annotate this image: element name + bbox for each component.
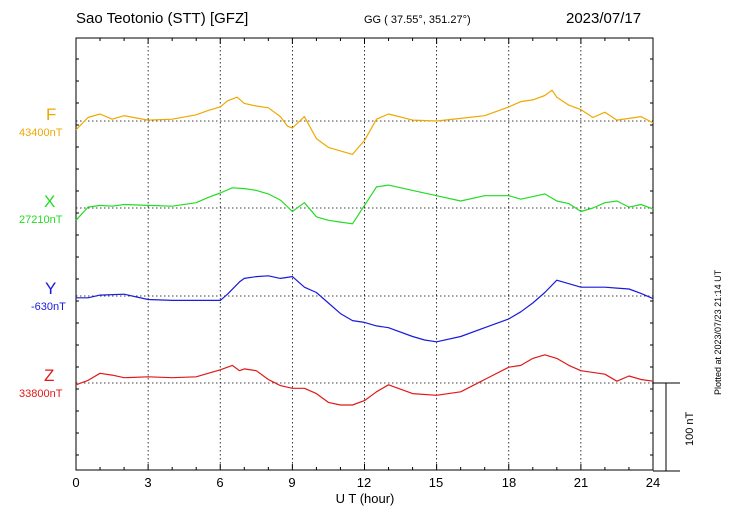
series-line-Z <box>75 354 654 406</box>
scale-bar-label: 100 nT <box>684 411 696 446</box>
x-tick-label: 3 <box>144 475 152 490</box>
series-line-Y <box>76 275 654 343</box>
series-label-Z: Z <box>44 366 55 385</box>
series-label-F: F <box>46 105 57 124</box>
x-tick-label: 21 <box>573 475 589 490</box>
x-tick-label: 12 <box>356 475 372 490</box>
x-tick-label: 6 <box>216 475 224 490</box>
x-tick-label: 9 <box>288 475 296 490</box>
baseline-label-Z: 33800nT <box>19 388 63 400</box>
series-label-X: X <box>44 192 56 211</box>
x-tick-label: 18 <box>501 475 517 490</box>
x-tick-label: 24 <box>645 475 661 490</box>
x-tick-label: 15 <box>428 475 444 490</box>
date-label: 2023/07/17 <box>566 10 642 27</box>
baseline-label-Y: -630nT <box>31 301 66 313</box>
series-line-F <box>75 89 654 155</box>
series-label-Y: Y <box>45 279 57 298</box>
series-line-X <box>75 184 654 225</box>
x-tick-label: 0 <box>72 475 80 490</box>
baseline-label-X: 27210nT <box>19 214 63 226</box>
plotted-timestamp: Plotted at 2023/07/23 21:14 UT <box>713 269 723 395</box>
baseline-label-F: 43400nT <box>19 127 63 139</box>
coordinates-label: GG ( 37.55°, 351.27°) <box>364 14 471 26</box>
x-axis-title: U T (hour) <box>335 491 395 506</box>
station-title: Sao Teotonio (STT) [GFZ] <box>76 10 249 27</box>
